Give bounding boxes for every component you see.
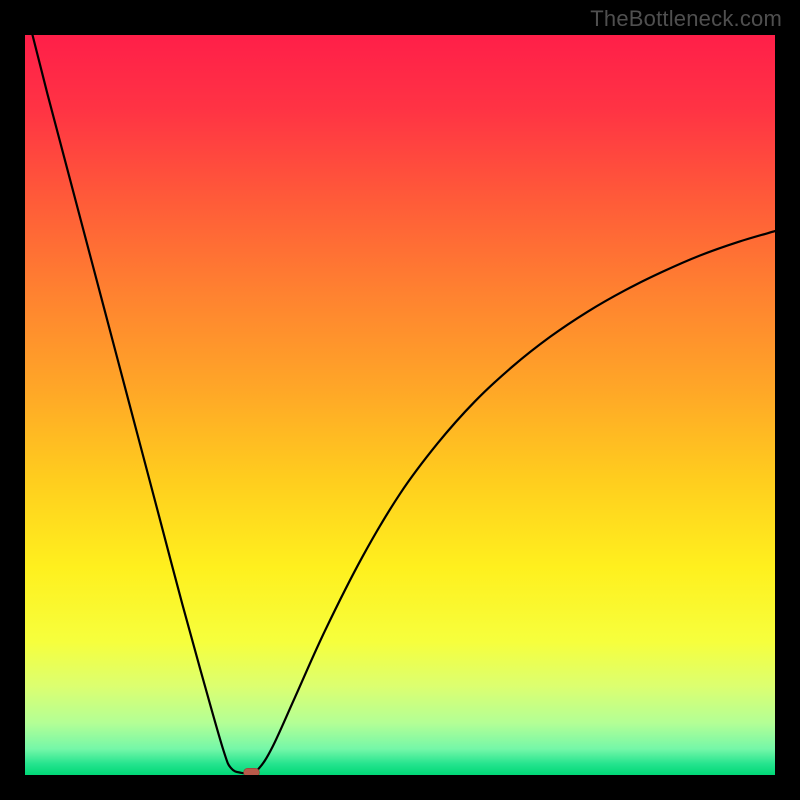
bottleneck-curve bbox=[33, 35, 776, 773]
optimal-point-marker bbox=[244, 768, 260, 775]
plot-area bbox=[25, 35, 775, 775]
chart-container: TheBottleneck.com bbox=[0, 0, 800, 800]
curve-layer bbox=[25, 35, 775, 775]
watermark-text: TheBottleneck.com bbox=[590, 6, 782, 32]
